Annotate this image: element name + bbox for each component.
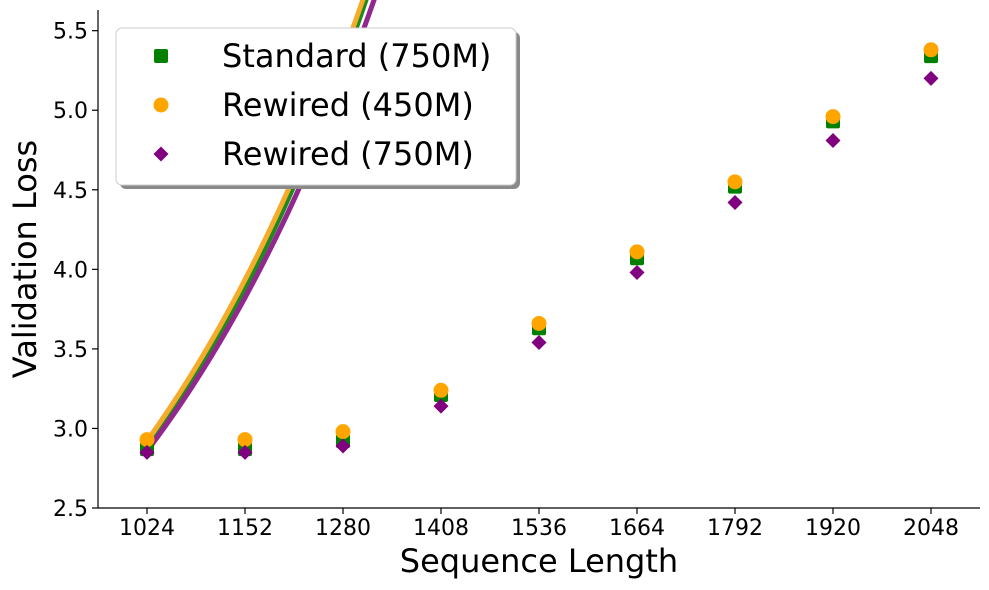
x-axis-label: Sequence Length <box>400 542 678 580</box>
marker-s2-1536 <box>531 315 547 331</box>
y-tick-label: 4.0 <box>53 258 88 283</box>
y-tick-label: 3.0 <box>53 417 88 442</box>
x-tick-label: 1408 <box>413 516 469 541</box>
legend-marker-3 <box>153 146 169 162</box>
x-tick-label: 1792 <box>707 516 763 541</box>
marker-s3-1280 <box>335 438 351 454</box>
marker-s2-1152 <box>237 432 253 448</box>
marker-s2-1920 <box>825 109 841 125</box>
fit-line-3 <box>144 0 377 454</box>
x-tick-label: 2048 <box>903 516 959 541</box>
marker-s2-1408 <box>433 382 449 398</box>
marker-s3-1408 <box>433 398 449 414</box>
x-tick-label: 1280 <box>315 516 371 541</box>
marker-s3-2048 <box>923 70 939 86</box>
y-tick-label: 2.5 <box>53 497 88 522</box>
marker-s3-1152 <box>237 444 253 460</box>
fit-line-1 <box>144 0 369 453</box>
x-tick-label: 1920 <box>805 516 861 541</box>
x-tick-label: 1024 <box>119 516 175 541</box>
x-tick-label: 1664 <box>609 516 665 541</box>
legend: Standard (750M) Rewired (450M) Rewired (75… <box>115 27 520 189</box>
marker-s3-1664 <box>629 265 645 281</box>
legend-marker-1 <box>154 49 168 63</box>
y-axis-label: Validation Loss <box>6 140 44 378</box>
y-tick-label: 5.5 <box>53 20 88 45</box>
data-markers <box>139 42 939 460</box>
x-tick-label: 1536 <box>511 516 567 541</box>
x-ticks: 1024 1152 1280 1408 1536 1664 1792 1920 2048 <box>119 508 959 541</box>
y-tick-label: 3.5 <box>53 338 88 363</box>
x-tick-label: 1152 <box>217 516 273 541</box>
marker-s2-2048 <box>923 42 939 58</box>
legend-items: Standard (750M) Rewired (450M) Rewired (75… <box>153 37 491 173</box>
y-tick-label: 5.0 <box>53 99 88 124</box>
y-tick-label: 4.5 <box>53 179 88 204</box>
marker-s3-1920 <box>825 132 841 148</box>
legend-label-2: Rewired (450M) <box>222 86 474 124</box>
y-ticks: 2.5 3.0 3.5 4.0 4.5 5.0 5.5 <box>53 20 98 522</box>
marker-s3-1024 <box>139 444 155 460</box>
marker-s3-1792 <box>727 195 743 211</box>
fit-lines <box>144 0 377 454</box>
fit-line-2 <box>144 0 366 444</box>
legend-box <box>115 27 517 186</box>
legend-marker-2 <box>153 97 169 113</box>
marker-s3-1536 <box>531 335 547 351</box>
marker-s2-1024 <box>139 432 155 448</box>
legend-label-3: Rewired (750M) <box>222 135 474 173</box>
marker-s2-1664 <box>629 244 645 260</box>
marker-s2-1280 <box>335 424 351 440</box>
marker-s2-1792 <box>727 174 743 190</box>
legend-label-1: Standard (750M) <box>222 37 491 75</box>
